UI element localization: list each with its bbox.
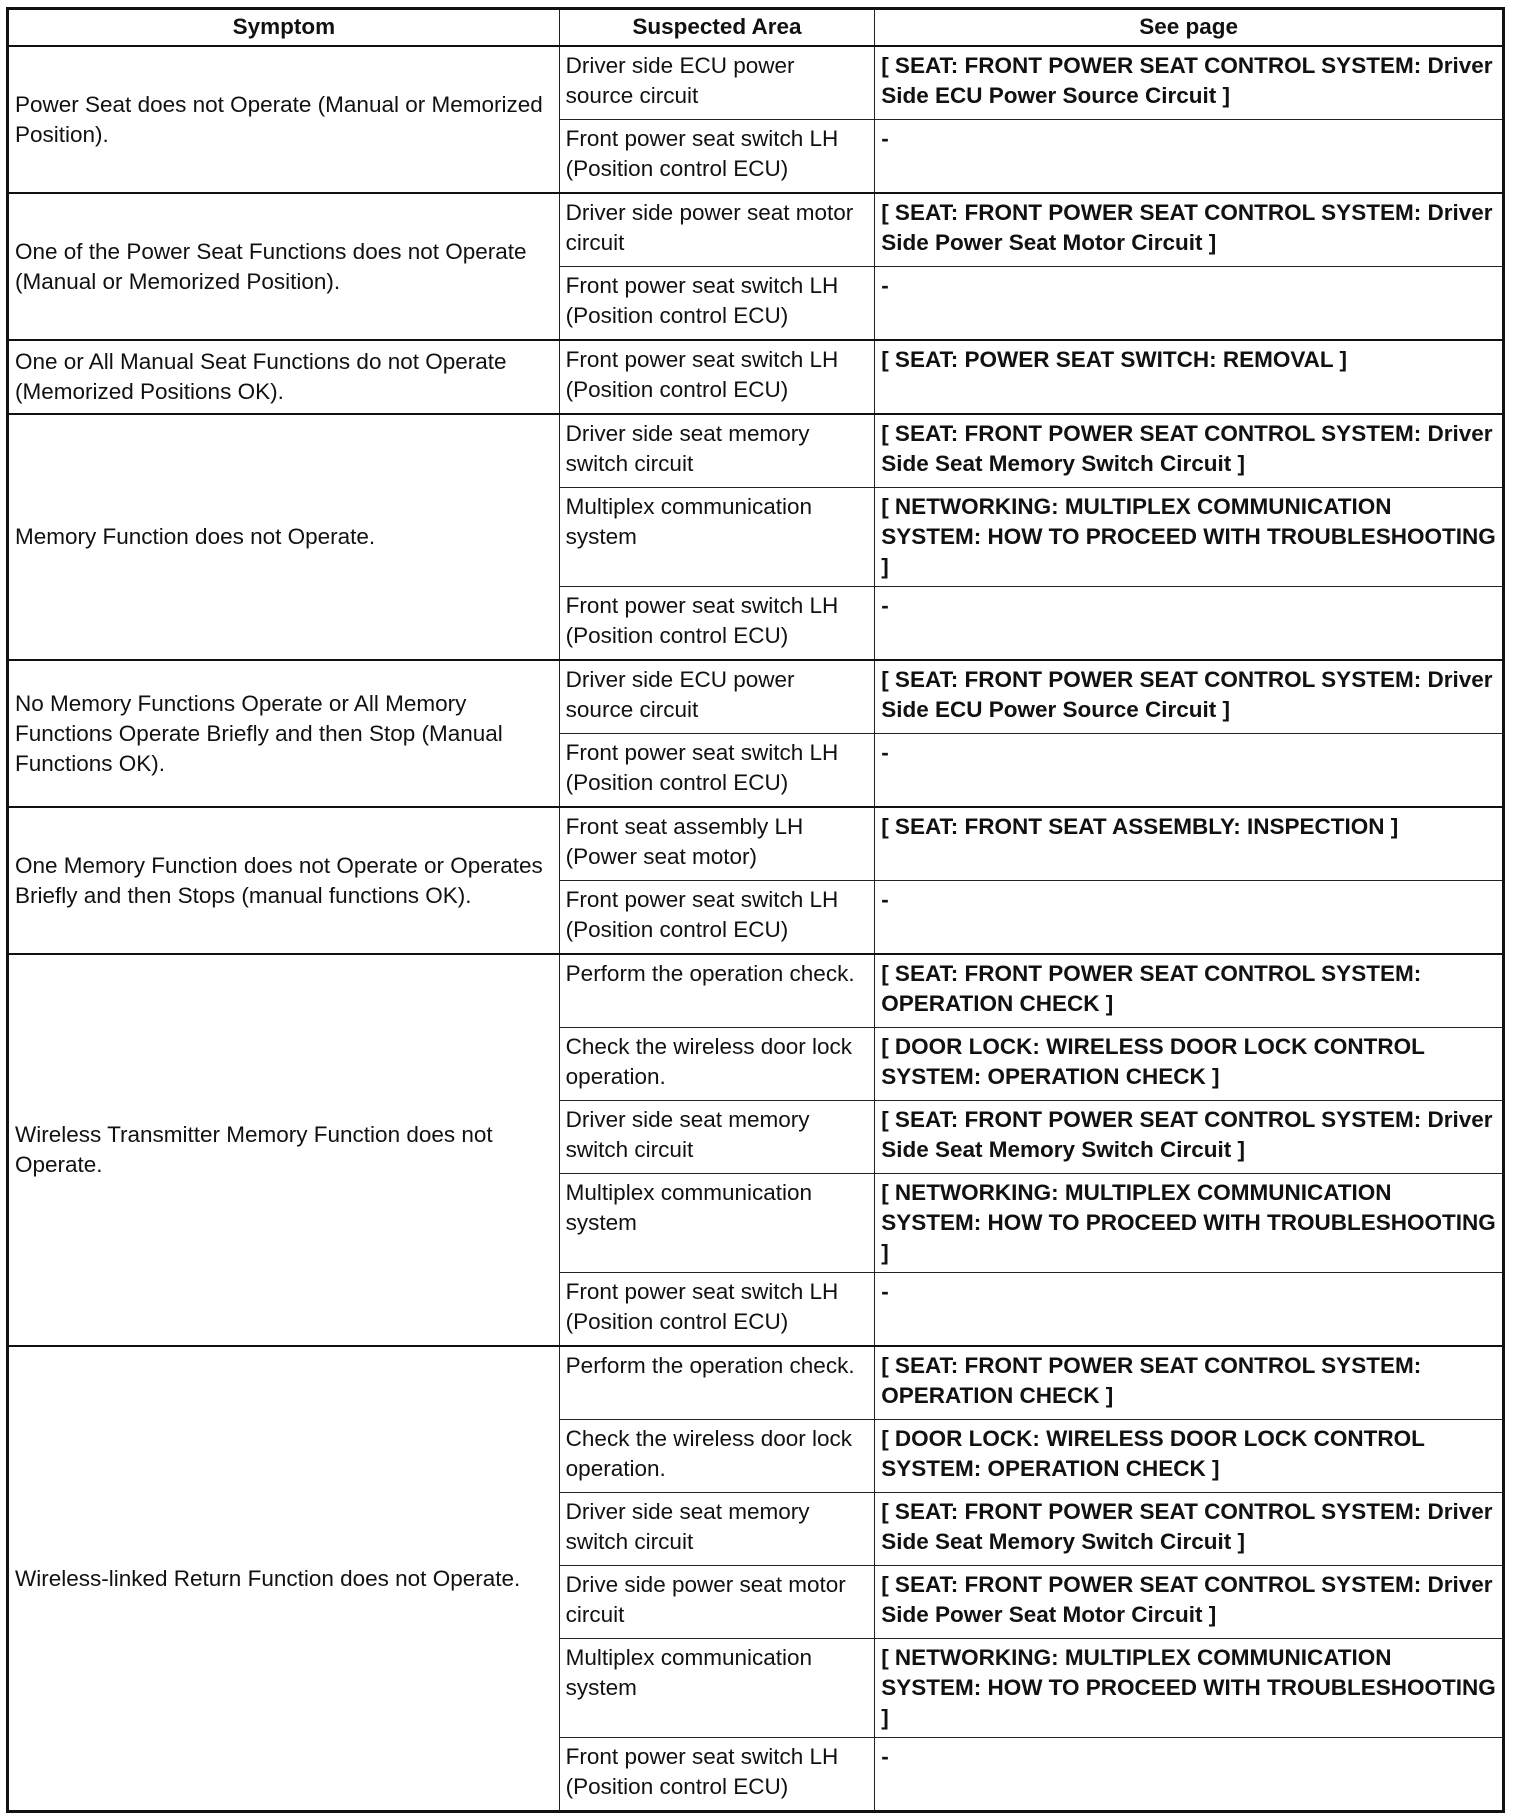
troubleshooting-table: Symptom Suspected Area See page Power Se…: [6, 7, 1505, 1813]
suspected-area-cell: Driver side seat memory switch circuit: [558, 413, 876, 488]
see-page-link[interactable]: [ SEAT: FRONT SEAT ASSEMBLY: INSPECTION …: [874, 806, 1504, 881]
suspected-area-cell: Front power seat switch LH (Position con…: [558, 119, 876, 194]
see-page-link[interactable]: [ NETWORKING: MULTIPLEX COMMUNICATION SY…: [874, 1173, 1504, 1273]
suspected-area-cell: Driver side power seat motor circuit: [558, 192, 876, 267]
suspected-area-cell: Driver side seat memory switch circuit: [558, 1100, 876, 1174]
suspected-area-cell: Front power seat switch LH (Position con…: [558, 266, 876, 341]
see-page-link[interactable]: [ SEAT: POWER SEAT SWITCH: REMOVAL ]: [874, 339, 1504, 415]
see-page-link[interactable]: [ DOOR LOCK: WIRELESS DOOR LOCK CONTROL …: [874, 1419, 1504, 1493]
suspected-area-cell: Perform the operation check.: [558, 1345, 876, 1420]
symptom-cell: One of the Power Seat Functions does not…: [7, 192, 560, 341]
symptom-cell: Power Seat does not Operate (Manual or M…: [7, 45, 560, 194]
symptom-cell: One or All Manual Seat Functions do not …: [7, 339, 560, 415]
table-row: One of the Power Seat Functions does not…: [7, 192, 1504, 341]
suspected-area-cell: Drive side power seat motor circuit: [558, 1565, 876, 1639]
suspected-area-cell: Front power seat switch LH (Position con…: [558, 586, 876, 661]
see-page-link[interactable]: [ SEAT: FRONT POWER SEAT CONTROL SYSTEM:…: [874, 659, 1504, 734]
table-row: Check the wireless door lock operation.[…: [8, 1027, 1504, 1101]
suspected-area-cell: Multiplex communication system: [558, 1173, 876, 1273]
table-row: No Memory Functions Operate or All Memor…: [7, 659, 1504, 808]
table-row: Multiplex communication system[ NETWORKI…: [8, 1638, 1504, 1738]
symptom-cell: One Memory Function does not Operate or …: [7, 806, 560, 955]
see-page-link[interactable]: [ NETWORKING: MULTIPLEX COMMUNICATION SY…: [874, 1638, 1504, 1738]
suspected-area-cell: Multiplex communication system: [558, 487, 876, 587]
see-page-link: -: [874, 733, 1504, 808]
suspected-area-cell: Perform the operation check.: [558, 953, 876, 1028]
symptom-cell: No Memory Functions Operate or All Memor…: [7, 659, 560, 808]
header-suspected-area: Suspected Area: [558, 8, 876, 47]
table-row: One Memory Function does not Operate or …: [7, 806, 1504, 955]
see-page-link[interactable]: [ SEAT: FRONT POWER SEAT CONTROL SYSTEM:…: [874, 1565, 1504, 1639]
suspected-area-cell: Driver side seat memory switch circuit: [558, 1492, 876, 1566]
suspected-area-cell: Multiplex communication system: [558, 1638, 876, 1738]
suspected-area-cell: Front power seat switch LH (Position con…: [558, 733, 876, 808]
table-row: Front power seat switch LH (Position con…: [8, 880, 1504, 955]
see-page-link: -: [874, 119, 1504, 194]
header-see-page: See page: [874, 8, 1504, 47]
see-page-link: -: [874, 1737, 1504, 1813]
table-row: Front power seat switch LH (Position con…: [8, 266, 1504, 341]
table-row: Multiplex communication system[ NETWORKI…: [8, 487, 1504, 587]
header-symptom: Symptom: [7, 8, 560, 47]
table-row: Front power seat switch LH (Position con…: [8, 586, 1504, 661]
suspected-area-cell: Front power seat switch LH (Position con…: [558, 339, 876, 415]
table-row: Check the wireless door lock operation.[…: [8, 1419, 1504, 1493]
suspected-area-cell: Check the wireless door lock operation.: [558, 1027, 876, 1101]
table-row: Wireless Transmitter Memory Function doe…: [7, 953, 1504, 1347]
table-row: Driver side seat memory switch circuit[ …: [8, 1492, 1504, 1566]
symptom-cell: Memory Function does not Operate.: [7, 413, 560, 661]
table-row: Front power seat switch LH (Position con…: [8, 1272, 1504, 1347]
see-page-link: -: [874, 586, 1504, 661]
header-row: Symptom Suspected Area See page: [7, 8, 1504, 47]
suspected-area-cell: Driver side ECU power source circuit: [558, 45, 876, 120]
suspected-area-cell: Check the wireless door lock operation.: [558, 1419, 876, 1493]
table-row: Wireless-linked Return Function does not…: [7, 1345, 1504, 1813]
table-row: Multiplex communication system[ NETWORKI…: [8, 1173, 1504, 1273]
symptom-cell: Wireless Transmitter Memory Function doe…: [7, 953, 560, 1347]
table-row: Power Seat does not Operate (Manual or M…: [7, 45, 1504, 194]
suspected-area-cell: Front power seat switch LH (Position con…: [558, 1272, 876, 1347]
suspected-area-cell: Front seat assembly LH (Power seat motor…: [558, 806, 876, 881]
see-page-link[interactable]: [ SEAT: FRONT POWER SEAT CONTROL SYSTEM:…: [874, 1345, 1504, 1420]
see-page-link[interactable]: [ SEAT: FRONT POWER SEAT CONTROL SYSTEM:…: [874, 192, 1504, 267]
see-page-link: -: [874, 266, 1504, 341]
suspected-area-cell: Driver side ECU power source circuit: [558, 659, 876, 734]
see-page-link[interactable]: [ DOOR LOCK: WIRELESS DOOR LOCK CONTROL …: [874, 1027, 1504, 1101]
table-row: Memory Function does not Operate. Driver …: [7, 413, 1504, 661]
suspected-area-cell: Front power seat switch LH (Position con…: [558, 1737, 876, 1813]
see-page-link: -: [874, 1272, 1504, 1347]
symptom-cell: Wireless-linked Return Function does not…: [7, 1345, 560, 1813]
table-row: Driver side seat memory switch circuit[ …: [8, 1100, 1504, 1174]
table-row: Drive side power seat motor circuit[ SEA…: [8, 1565, 1504, 1639]
see-page-link[interactable]: [ SEAT: FRONT POWER SEAT CONTROL SYSTEM:…: [874, 1492, 1504, 1566]
table-row: Front power seat switch LH (Position con…: [8, 1737, 1504, 1813]
see-page-link[interactable]: [ SEAT: FRONT POWER SEAT CONTROL SYSTEM:…: [874, 953, 1504, 1028]
see-page-link[interactable]: [ SEAT: FRONT POWER SEAT CONTROL SYSTEM:…: [874, 45, 1504, 120]
see-page-link[interactable]: [ NETWORKING: MULTIPLEX COMMUNICATION SY…: [874, 487, 1504, 587]
see-page-link[interactable]: [ SEAT: FRONT POWER SEAT CONTROL SYSTEM:…: [874, 1100, 1504, 1174]
table-row: Front power seat switch LH (Position con…: [8, 733, 1504, 808]
suspected-area-cell: Front power seat switch LH (Position con…: [558, 880, 876, 955]
see-page-link: -: [874, 880, 1504, 955]
table-row: Front power seat switch LH (Position con…: [8, 119, 1504, 194]
table-row: One or All Manual Seat Functions do not …: [7, 339, 1504, 415]
see-page-link[interactable]: [ SEAT: FRONT POWER SEAT CONTROL SYSTEM:…: [874, 413, 1504, 488]
